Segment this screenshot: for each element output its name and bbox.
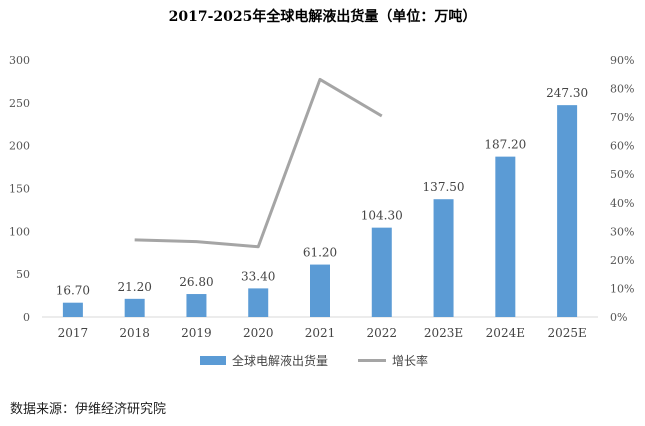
x-tick-label: 2020	[243, 326, 274, 340]
x-tick-label: 2025E	[547, 326, 586, 340]
y-left-tick-label: 0	[23, 311, 30, 324]
growth-line	[134, 77, 383, 249]
left-axis: 0 50 100 150 200 250 300	[9, 54, 30, 324]
bar-value-label: 137.50	[423, 180, 465, 194]
bar	[371, 227, 392, 317]
bar-series	[62, 105, 578, 317]
growth-line-series	[134, 77, 383, 249]
x-tick-label: 2024E	[486, 326, 525, 340]
x-tick-label: 2023E	[424, 326, 463, 340]
legend-item-growth: 增长率	[358, 352, 428, 369]
bar	[124, 298, 145, 317]
bar-labels: 16.70 21.20 26.80 33.40 61.20 104.30 137.50 187…	[56, 86, 588, 298]
x-tick-label: 2021	[305, 326, 336, 340]
y-left-tick-label: 200	[9, 140, 30, 153]
y-right-tick-label: 60%	[610, 140, 634, 153]
y-right-tick-label: 30%	[610, 225, 634, 238]
y-right-tick-label: 20%	[610, 254, 634, 267]
x-axis: 2017 2018 2019 2020 2021 2022 2023E 2024E 2025E	[58, 326, 587, 340]
bar	[62, 302, 83, 317]
bar-value-label: 104.30	[361, 209, 403, 223]
bar	[310, 264, 330, 317]
legend-item-shipments: 全球电解液出货量	[200, 352, 328, 369]
legend-line-swatch	[358, 359, 387, 362]
y-right-tick-label: 50%	[610, 168, 634, 181]
y-right-tick-label: 0%	[610, 311, 627, 324]
y-right-tick-label: 80%	[610, 83, 634, 96]
bar	[557, 105, 578, 317]
y-right-tick-label: 70%	[610, 111, 634, 124]
bar-value-label: 16.70	[56, 284, 90, 298]
bar-value-label: 61.20	[303, 246, 337, 260]
bar-value-label: 26.80	[179, 275, 213, 289]
bar-value-label: 247.30	[546, 86, 588, 100]
bar-value-label: 33.40	[241, 269, 275, 283]
bar	[186, 294, 207, 317]
y-left-tick-label: 250	[9, 97, 30, 110]
bar	[433, 199, 454, 317]
bar	[495, 156, 516, 317]
source-note: 数据来源：伊维经济研究院	[10, 402, 167, 417]
x-tick-label: 2018	[119, 326, 150, 340]
y-right-tick-label: 90%	[610, 54, 634, 67]
x-tick-label: 2019	[181, 326, 212, 340]
y-right-tick-label: 10%	[610, 282, 634, 295]
y-left-tick-label: 100	[9, 225, 30, 238]
bar-value-label: 187.20	[484, 138, 526, 152]
legend-label-shipments: 全球电解液出货量	[232, 354, 329, 368]
legend: 全球电解液出货量 增长率	[200, 352, 458, 369]
bar	[248, 288, 269, 317]
bar-value-label: 21.20	[117, 280, 151, 294]
legend-bar-swatch	[200, 356, 226, 365]
y-left-tick-label: 150	[9, 183, 30, 196]
y-right-tick-label: 40%	[610, 197, 634, 210]
x-tick-label: 2022	[367, 326, 398, 340]
y-left-tick-label: 50	[16, 268, 30, 281]
y-left-tick-label: 300	[9, 54, 30, 67]
chart-title: 2017-2025年全球电解液出货量（单位：万吨）	[168, 9, 477, 25]
legend-label-growth: 增长率	[392, 354, 429, 368]
right-axis: 0% 10% 20% 30% 40% 50% 60% 70% 80% 90%	[610, 54, 634, 324]
x-tick-label: 2017	[58, 326, 89, 340]
